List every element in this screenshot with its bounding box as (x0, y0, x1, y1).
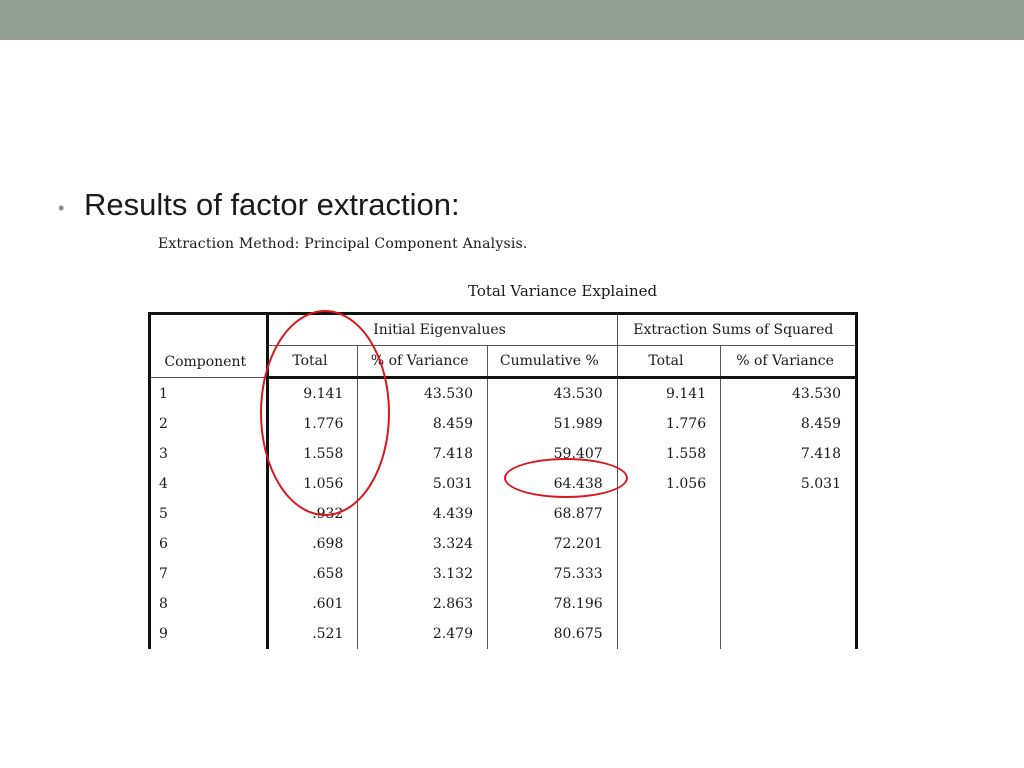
cell-component: 4 (148, 469, 268, 499)
table-row: 4 1.056 5.031 64.438 1.056 5.031 (148, 469, 858, 499)
cell-ext-pct (720, 499, 858, 529)
variance-table-container: Component Initial Eigenvalues Extraction… (148, 312, 858, 652)
cell-pct: 2.863 (357, 589, 488, 619)
cell-component: 9 (148, 619, 268, 649)
group-header-row: Component Initial Eigenvalues Extraction… (148, 312, 858, 378)
cell-ext-pct: 8.459 (720, 409, 858, 439)
cell-ext-total (616, 499, 721, 529)
group-header-extraction: Extraction Sums of Squared (616, 312, 858, 346)
table-row: 1 9.141 43.530 43.530 9.141 43.530 (148, 377, 858, 409)
annotation-circle-cumulative (504, 458, 628, 498)
cell-ext-pct (720, 529, 858, 559)
table-row: 2 1.776 8.459 51.989 1.776 8.459 (148, 409, 858, 439)
cell-ext-total (616, 619, 721, 649)
table-title: Total Variance Explained (468, 282, 658, 300)
extraction-method-note: Extraction Method: Principal Component A… (158, 236, 528, 252)
slide-heading: Results of factor extraction: (84, 187, 460, 222)
cell-ext-total (616, 589, 721, 619)
cell-ext-total: 9.141 (616, 377, 721, 409)
cell-pct: 2.479 (357, 619, 488, 649)
cell-component: 1 (148, 377, 268, 409)
cell-cum: 80.675 (486, 619, 618, 649)
annotation-circle-eigenvalues (260, 310, 390, 516)
bullet-point: • (58, 198, 65, 218)
cell-total: .658 (265, 559, 358, 589)
cell-ext-pct (720, 559, 858, 589)
cell-pct: 5.031 (357, 469, 488, 499)
table-row: 8.601 2.863 78.196 (148, 589, 858, 619)
cell-cum: 68.877 (486, 499, 618, 529)
table-row: 5.932 4.439 68.877 (148, 499, 858, 529)
cell-pct: 3.132 (357, 559, 488, 589)
column-header-cumulative: Cumulative % (486, 345, 618, 379)
cell-total: .698 (265, 529, 358, 559)
cell-ext-total: 1.056 (616, 469, 721, 499)
table-row: 6.698 3.324 72.201 (148, 529, 858, 559)
cell-cum: 51.989 (486, 409, 618, 439)
header-bar (0, 0, 1024, 40)
cell-ext-total (616, 559, 721, 589)
cell-ext-total: 1.558 (616, 439, 721, 469)
table-row: 7.658 3.132 75.333 (148, 559, 858, 589)
cell-total: .601 (265, 589, 358, 619)
cell-pct: 3.324 (357, 529, 488, 559)
column-header-component: Component (148, 312, 268, 378)
cell-cum: 75.333 (486, 559, 618, 589)
cell-cum: 43.530 (486, 377, 618, 409)
cell-total: .521 (265, 619, 358, 649)
cell-ext-total (616, 529, 721, 559)
column-header-ext-pct-variance: % of Variance (720, 345, 858, 379)
cell-component: 6 (148, 529, 268, 559)
cell-component: 3 (148, 439, 268, 469)
cell-component: 2 (148, 409, 268, 439)
cell-ext-pct: 43.530 (720, 377, 858, 409)
cell-pct: 4.439 (357, 499, 488, 529)
cell-cum: 78.196 (486, 589, 618, 619)
cell-ext-pct (720, 589, 858, 619)
table-row: 9.521 2.479 80.675 (148, 619, 858, 649)
cell-ext-pct (720, 619, 858, 649)
cell-component: 8 (148, 589, 268, 619)
cell-component: 7 (148, 559, 268, 589)
cell-component: 5 (148, 499, 268, 529)
cell-ext-pct: 7.418 (720, 439, 858, 469)
cell-ext-pct: 5.031 (720, 469, 858, 499)
cell-ext-total: 1.776 (616, 409, 721, 439)
variance-table: Component Initial Eigenvalues Extraction… (148, 312, 858, 649)
cell-cum: 72.201 (486, 529, 618, 559)
table-row: 3 1.558 7.418 59.407 1.558 7.418 (148, 439, 858, 469)
column-header-ext-total: Total (616, 345, 721, 379)
